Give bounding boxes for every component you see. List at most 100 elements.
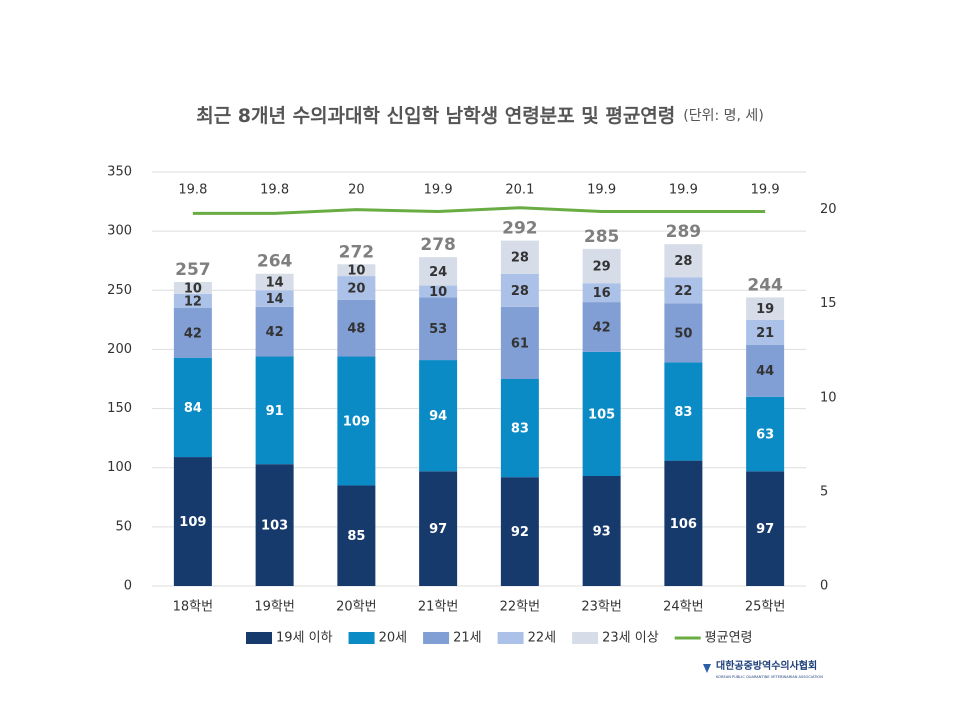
bar-segment: [173, 357, 212, 458]
legend-label: 평균연령: [705, 631, 753, 646]
bar-segment: [746, 297, 785, 320]
data-label: 10: [429, 285, 447, 300]
legend-label: 20세: [379, 631, 408, 646]
bar-segment: [500, 477, 539, 586]
data-label: 42: [266, 325, 284, 340]
data-label: 29: [593, 260, 611, 275]
data-label: 10: [347, 264, 365, 279]
total-label: 292: [502, 219, 538, 239]
data-label: 10: [184, 281, 202, 296]
line-label: 19.8: [260, 183, 289, 198]
data-label: 19: [756, 302, 774, 317]
bar-segment: [255, 464, 294, 586]
data-label: 109: [343, 414, 370, 429]
bar-segment: [419, 471, 458, 586]
bar-segment: [337, 356, 376, 486]
data-label: 92: [511, 525, 529, 540]
data-label: 48: [347, 322, 365, 337]
y2-tick-label: 15: [820, 296, 837, 311]
bar-segment: [255, 356, 294, 465]
bar-segment: [664, 460, 703, 586]
unit-text: (단위: 명, 세): [683, 108, 764, 124]
bar-segment: [419, 257, 458, 286]
average-line: [192, 206, 766, 215]
data-label: 21: [756, 326, 774, 341]
x-tick-label: 21학번: [418, 600, 458, 615]
legend-swatch: [246, 632, 272, 644]
bar-segment: [582, 351, 621, 476]
bar-segment: [337, 299, 376, 357]
bar-segment: [337, 276, 376, 300]
bar-segment: [500, 379, 539, 478]
bar-segment: [255, 273, 294, 291]
data-label: 28: [674, 254, 692, 269]
data-label: 22: [674, 284, 692, 299]
bar-segment: [664, 362, 703, 461]
logo-icon: [703, 664, 711, 673]
data-label: 91: [266, 404, 284, 419]
data-label: 12: [184, 294, 202, 309]
data-label: 109: [179, 515, 206, 530]
data-label: 84: [184, 401, 202, 416]
x-tick-label: 25학번: [745, 600, 785, 615]
bar-segment: [173, 457, 212, 586]
total-label: 264: [257, 252, 293, 272]
legend-label: 23세 이상: [602, 631, 659, 646]
data-label: 93: [593, 524, 611, 539]
data-label: 106: [670, 517, 697, 532]
data-label: 63: [756, 428, 774, 443]
bar-segment: [337, 485, 376, 586]
data-label: 97: [756, 522, 774, 537]
data-label: 103: [261, 519, 288, 534]
bar-segment: [255, 290, 294, 307]
data-label: 44: [756, 364, 774, 379]
total-label: 278: [420, 235, 456, 255]
y-tick-label: 300: [107, 224, 132, 239]
data-label: 61: [511, 336, 529, 351]
line-label: 20.1: [505, 183, 534, 198]
y2-tick-label: 0: [820, 579, 828, 594]
x-tick-label: 20학번: [336, 600, 376, 615]
legend-label: 21세: [453, 631, 482, 646]
data-label: 14: [266, 276, 284, 291]
logo-subtitle: KOREAN PUBLIC QUARANTINE VETERINARIAN AS…: [716, 675, 823, 679]
data-label: 20: [347, 281, 365, 296]
bar-segment: [500, 240, 539, 274]
data-label: 105: [588, 407, 615, 422]
data-label: 97: [429, 522, 447, 537]
total-label: 244: [747, 275, 783, 295]
title-text: 최근 8개년 수의과대학 신입학 남학생 연령분포 및 평균연령: [196, 105, 675, 127]
y-tick-label: 250: [107, 283, 132, 298]
bar-segment: [500, 273, 539, 307]
line-label: 19.9: [587, 183, 616, 198]
bar-segment: [173, 282, 212, 294]
y-tick-label: 0: [124, 579, 132, 594]
bar-segment: [582, 475, 621, 586]
x-tick-label: 18학번: [173, 600, 213, 615]
bar-segment: [419, 297, 458, 361]
legend-label: 19세 이하: [276, 631, 333, 646]
chart-title: 최근 8개년 수의과대학 신입학 남학생 연령분포 및 평균연령 (단위: 명, …: [196, 105, 764, 127]
bar-segment: [664, 303, 703, 363]
bar-segment: [255, 306, 294, 357]
data-label: 50: [674, 326, 692, 341]
legend-swatch: [497, 632, 524, 644]
bar-segment: [746, 344, 785, 397]
x-tick-label: 24학번: [663, 600, 703, 615]
legend-swatch: [348, 632, 375, 644]
logo-name: 대한공중방역수의사협회: [716, 659, 817, 672]
data-label: 83: [511, 422, 529, 437]
bar-segment: [746, 471, 785, 586]
data-label: 28: [511, 251, 529, 266]
y-tick-label: 150: [107, 401, 132, 416]
total-label: 285: [584, 227, 620, 247]
line-label: 19.9: [751, 183, 780, 198]
data-label: 28: [511, 284, 529, 299]
legend-label: 22세: [528, 631, 557, 646]
x-tick-label: 23학번: [581, 600, 621, 615]
y-tick-label: 100: [107, 460, 132, 475]
data-label: 14: [266, 292, 284, 307]
bar-segment: [337, 264, 376, 277]
data-label: 53: [429, 322, 447, 337]
